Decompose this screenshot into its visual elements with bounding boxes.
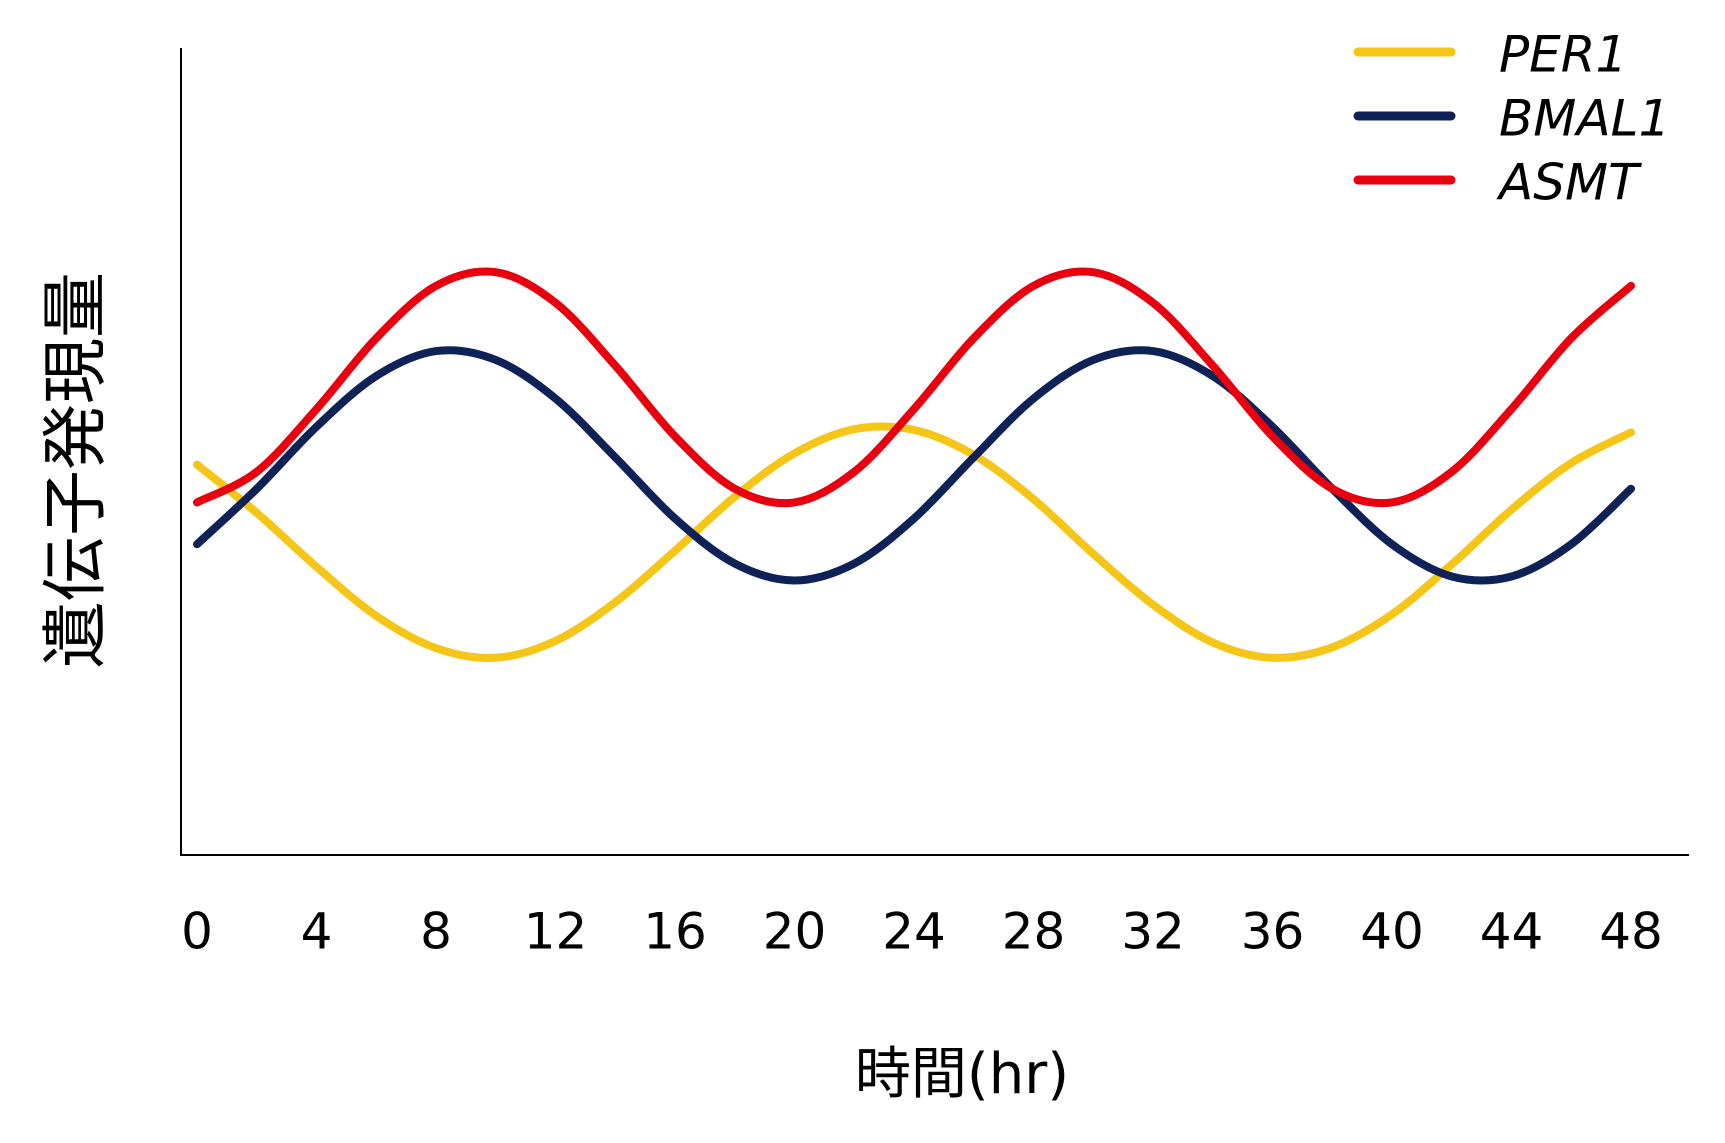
x-tick-label: 48 — [1599, 903, 1663, 961]
data-line — [193, 267, 1635, 508]
legend-label: ASMT — [1496, 154, 1642, 212]
x-tick-label: 8 — [420, 903, 452, 961]
x-tick-label: 0 — [181, 903, 213, 961]
data-line — [193, 346, 1635, 585]
x-tick-label: 32 — [1121, 903, 1185, 961]
x-tick-label: 16 — [643, 903, 707, 961]
legend-label: PER1 — [1499, 26, 1627, 84]
legend-label: BMAL1 — [1499, 90, 1670, 148]
y-axis-label: 遺伝子発現量 — [37, 272, 114, 668]
x-tick-label: 12 — [524, 903, 588, 961]
x-tick-label: 40 — [1360, 903, 1424, 961]
x-tick-label: 24 — [882, 903, 946, 961]
x-tick-label: 4 — [301, 903, 333, 961]
x-axis-label: 時間(hr) — [855, 1042, 1069, 1107]
x-tick-label: 28 — [1002, 903, 1066, 961]
data-line — [193, 422, 1635, 662]
x-tick-label: 36 — [1241, 903, 1305, 961]
x-tick-label: 20 — [763, 903, 827, 961]
x-tick-label: 44 — [1480, 903, 1544, 961]
